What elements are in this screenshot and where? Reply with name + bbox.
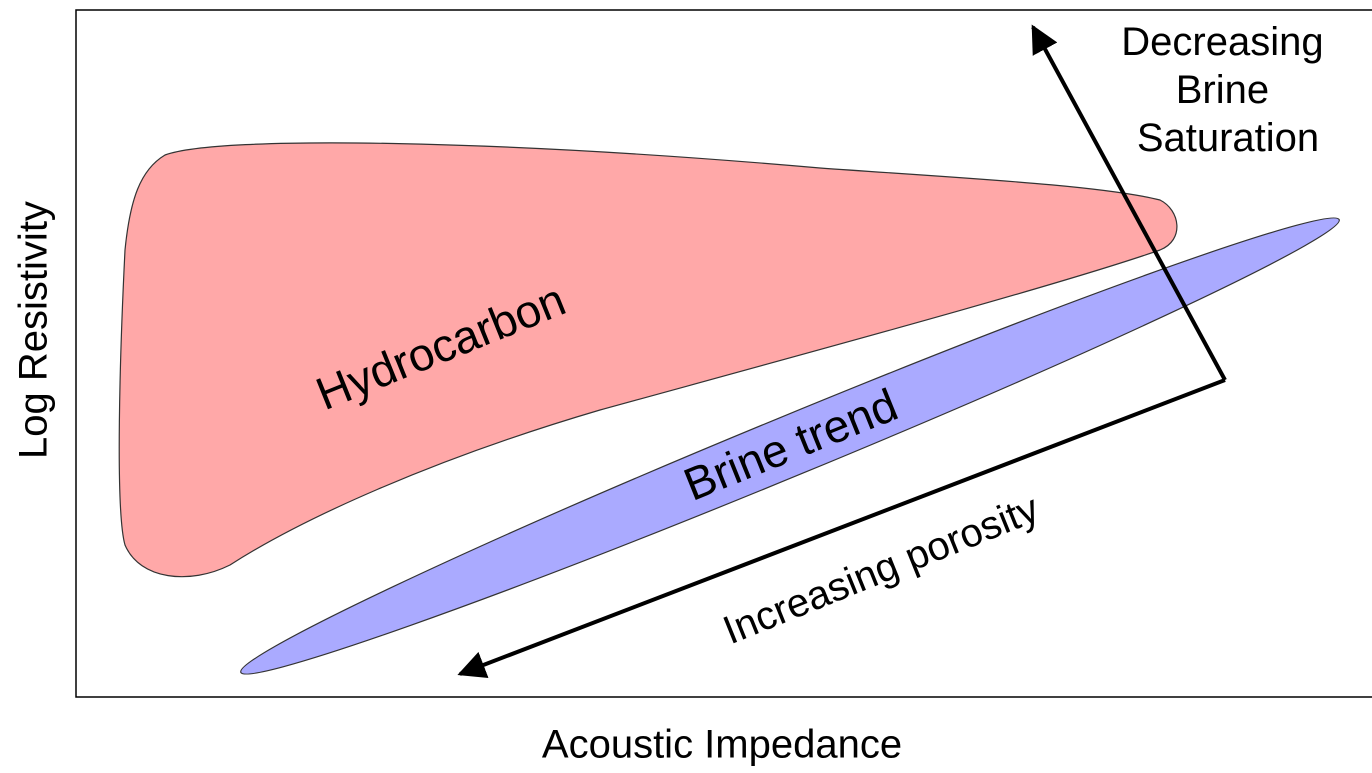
hydrocarbon-region [118, 142, 1178, 578]
y-axis-label: Log Resistivity [12, 201, 56, 459]
saturation-arrow [1031, 24, 1227, 381]
brine-region [240, 217, 1340, 675]
arrow-label-line: Saturation [1137, 116, 1319, 160]
arrow-label: Decreasing Brine Saturation [1121, 20, 1334, 160]
x-axis-label: Acoustic Impedance [542, 723, 902, 767]
arrow-label-line: Brine [1176, 68, 1269, 112]
porosity-arrow [457, 378, 1226, 679]
arrow-label-line: Decreasing [1121, 20, 1323, 64]
